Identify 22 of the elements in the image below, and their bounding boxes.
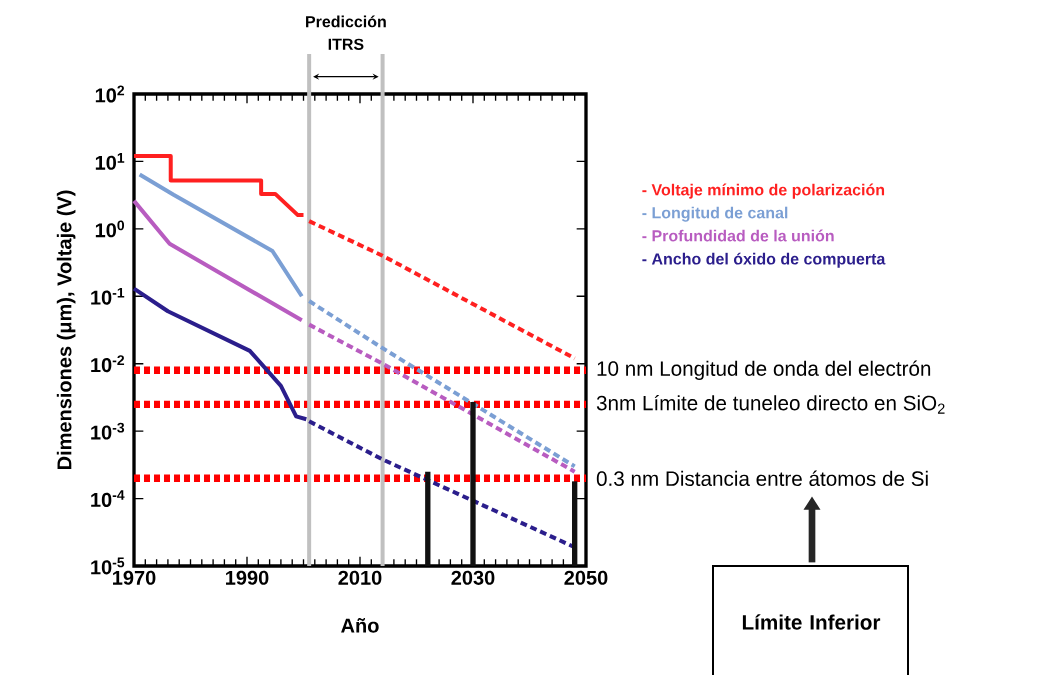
x-tick-label: 1990 (226, 570, 269, 585)
text: - Voltaje mínimo de polarización (642, 183, 885, 199)
ref-line-label: 0.3 nm Distancia entre átomos de Si (596, 470, 928, 486)
text: - Profundidad de la unión (642, 229, 834, 242)
x-tick-label: 2050 (564, 570, 608, 585)
y-tick-label: 10$^{-1}$ (91, 287, 125, 305)
text: - Ancho del óxido de compuerta (642, 252, 886, 268)
text: - Longitud de canal (642, 206, 788, 222)
x-axis-title: Año (341, 618, 379, 633)
x-tick-label: 2030 (451, 570, 495, 585)
y-tick-label: 10$^{-2}$ (91, 355, 125, 373)
y-tick-label: 10$^{0}$ (95, 220, 125, 238)
text: Predicción ITRS (306, 15, 386, 50)
y-tick-label: 10$^{-3}$ (91, 422, 125, 440)
y-tick-label: 10$^{2}$ (95, 85, 125, 103)
x-tick-label: 2010 (338, 570, 382, 585)
ref-line-label: 3nm Límite de tuneleo directo en SiO$_{2}$ (596, 394, 945, 414)
ref-line-label: 10 nm Longitud de onda del electrón (597, 360, 931, 380)
y-tick-label: 10$^{-4}$ (91, 490, 125, 507)
y-tick-label: 10$^{1}$ (95, 153, 125, 170)
text: Límite Inferior (742, 614, 881, 630)
y-axis-title: Dimensiones (μm), Voltaje (V) (56, 190, 76, 470)
